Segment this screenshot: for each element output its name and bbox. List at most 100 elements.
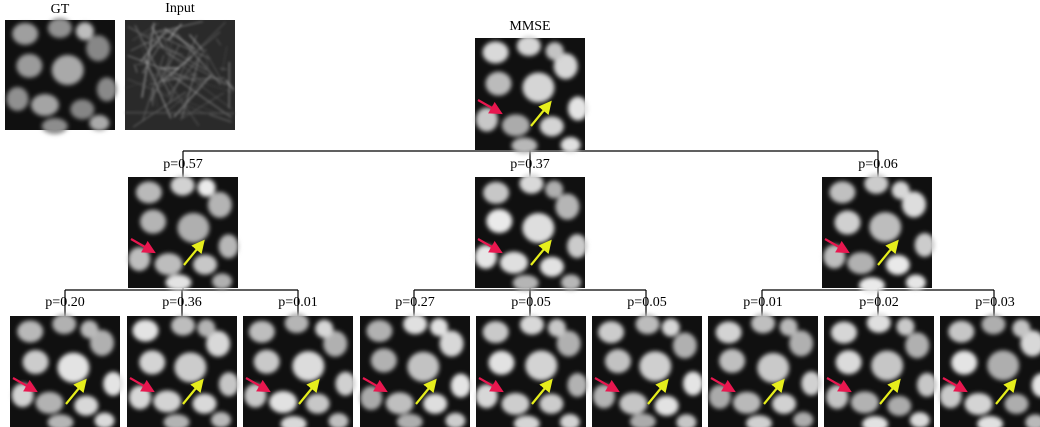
probability-label: p=0.05 (511, 295, 550, 310)
nucleus (867, 313, 891, 333)
gt-label: GT (51, 2, 70, 17)
nucleus (139, 350, 165, 374)
nucleus (906, 275, 926, 291)
nucleus (851, 391, 879, 413)
nucleus (965, 393, 993, 415)
nucleus (52, 314, 76, 334)
nucleus (403, 314, 427, 334)
nucleus (605, 349, 631, 373)
nucleus (847, 252, 875, 274)
nucleus (511, 138, 537, 154)
nucleus (751, 313, 775, 333)
nucleus (48, 18, 72, 38)
nucleus (219, 372, 239, 396)
nucleus (103, 372, 123, 396)
nucleus (835, 211, 861, 235)
nucleus (567, 234, 587, 258)
nucleus (174, 352, 206, 382)
nucleus (423, 394, 447, 414)
probability-label: p=0.37 (510, 157, 549, 172)
nucleus (407, 352, 439, 382)
nucleus (1012, 319, 1030, 337)
nucleus (171, 175, 195, 195)
nucleus (483, 182, 509, 204)
nucleus (89, 115, 109, 131)
nucleus (540, 257, 564, 277)
nucleus (673, 333, 697, 359)
nucleus (35, 392, 63, 414)
nucleus (757, 353, 789, 383)
input-label: Input (165, 1, 195, 16)
nucleus (197, 319, 215, 337)
nucleus (371, 348, 397, 372)
microscopy-image (127, 316, 239, 427)
nucleus (513, 275, 539, 291)
nucleus (17, 320, 43, 342)
probability-label: p=0.27 (395, 295, 434, 310)
microscopy-image (128, 175, 239, 290)
nucleus (193, 255, 217, 275)
nucleus (31, 94, 59, 116)
nucleus (360, 386, 382, 410)
nucleus (483, 41, 509, 63)
nucleus (140, 210, 166, 234)
nucleus (171, 316, 195, 336)
nucleus (892, 181, 910, 199)
probability-label: p=0.03 (975, 295, 1014, 310)
nucleus (285, 313, 309, 333)
nucleus (52, 55, 84, 85)
nucleus (269, 391, 297, 413)
microscopy-image (708, 313, 821, 427)
nucleus (249, 321, 275, 343)
nucleus (306, 394, 330, 414)
microscopy-image (476, 315, 588, 427)
microscopy-image (940, 314, 1040, 427)
nucleus (915, 233, 935, 257)
nucleus (502, 393, 530, 415)
nucleus (292, 351, 324, 381)
nucleus (97, 77, 117, 101)
nucleus (315, 320, 333, 338)
nucleus (636, 314, 660, 334)
nucleus (16, 54, 42, 78)
nucleus (219, 234, 239, 258)
probability-label: p=0.57 (163, 157, 202, 172)
nucleus (836, 350, 862, 374)
nucleus (619, 392, 647, 414)
nucleus (128, 247, 150, 271)
nucleus (177, 213, 209, 243)
nucleus (567, 373, 587, 397)
nucleus (42, 118, 68, 134)
nucleus (831, 321, 857, 343)
nucleus (662, 319, 680, 337)
nucleus (859, 277, 885, 293)
nucleus (540, 116, 564, 136)
nucleus (483, 321, 509, 343)
nucleus (254, 350, 280, 374)
nucleus (74, 396, 98, 416)
nucleus (1005, 394, 1029, 414)
nucleus (864, 174, 888, 194)
nucleus (887, 396, 911, 416)
nucleus (896, 318, 914, 336)
nucleus (208, 192, 232, 218)
microscopy-image (475, 174, 587, 291)
microscopy-image (475, 36, 588, 154)
nucleus (133, 320, 159, 342)
nucleus (561, 274, 581, 290)
microscopy-image (592, 314, 703, 427)
nucleus (7, 87, 29, 111)
nucleus (155, 253, 183, 275)
microscopy-image (360, 314, 471, 427)
nucleus (829, 181, 855, 203)
nucleus (386, 392, 414, 414)
nucleus (86, 35, 110, 61)
probability-label: p=0.02 (859, 295, 898, 310)
nucleus (23, 350, 49, 374)
nucleus (639, 351, 671, 381)
nucleus (655, 396, 679, 416)
microscopy-image (5, 18, 117, 134)
nucleus (683, 371, 703, 395)
microscopy-image (10, 314, 123, 427)
nucleus (780, 318, 798, 336)
